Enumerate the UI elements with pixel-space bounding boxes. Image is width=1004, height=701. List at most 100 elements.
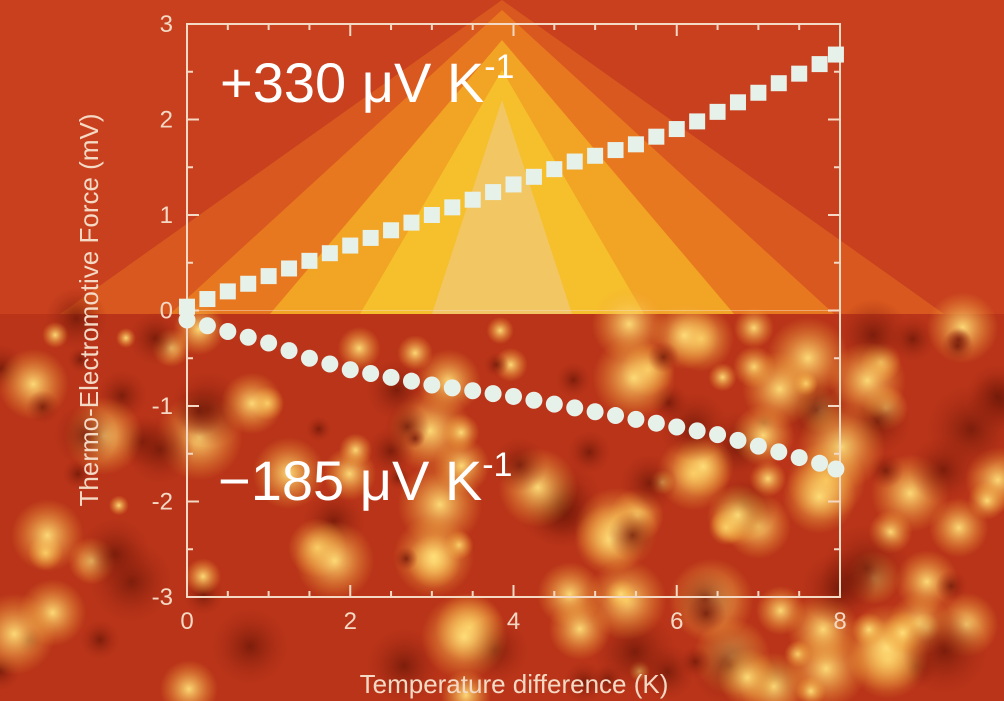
data-point-square [668,121,685,138]
texture-blob [901,608,988,694]
data-point-circle [239,328,257,346]
x-tick-label: 8 [833,608,846,635]
data-point-square [525,168,542,185]
data-point-circle [827,460,845,478]
texture-blob [338,433,373,467]
data-point-square [260,268,277,285]
texture-blob [605,578,637,610]
texture-blob [42,321,69,349]
data-point-circle [362,365,380,383]
data-point-square [648,128,665,145]
y-tick-label: 3 [160,11,173,38]
data-point-circle [505,387,522,405]
annotation-upper-sup: -1 [484,48,514,86]
x-tick-label: 4 [507,608,520,635]
data-point-circle [647,414,665,432]
data-point-circle [749,437,767,455]
x-tick-label: 0 [180,608,193,635]
series-lower-circles [178,311,845,478]
texture-blob [0,593,56,675]
x-tick-labels: 0 2 4 6 8 [180,608,846,635]
data-point-square [750,84,767,101]
data-point-circle [607,407,625,425]
y-tick-label: -3 [152,584,173,611]
texture-blob [927,385,1004,474]
texture-blob [733,307,775,349]
data-point-square [383,222,400,239]
data-point-square [301,252,318,269]
series-upper-squares [179,46,844,315]
texture-blob [935,570,968,602]
texture-blob [108,495,129,516]
data-point-square [546,161,563,178]
data-point-square [729,94,746,111]
data-point-square [423,207,440,223]
data-point-square [362,229,379,246]
data-point-square [342,237,359,254]
y-tick-label: 2 [160,107,173,134]
data-point-square [240,275,257,292]
texture-blob [184,558,222,595]
texture-blob [126,416,194,484]
y-axis-label: Thermo-Electromotive Force (mV) [74,114,104,507]
texture-blob [159,659,219,701]
data-point-circle [280,342,298,360]
data-point-circle [219,323,237,341]
data-point-square [281,260,298,277]
data-point-circle [443,379,461,397]
texture-blob [484,352,509,377]
data-point-circle [423,376,441,394]
data-point-square [199,291,216,308]
data-point-circle [586,403,604,421]
data-point-square [627,136,644,153]
data-point-circle [178,311,196,329]
data-point-square [485,184,502,201]
data-point-circle [566,399,584,417]
data-point-circle [341,361,359,379]
texture-blob [80,620,120,660]
texture-blob [440,670,492,701]
data-point-square [607,142,624,159]
x-tick-label: 6 [670,608,683,635]
data-point-circle [382,368,400,386]
texture-blob [337,326,381,370]
y-tick-labels: 3 2 1 0 -1 -2 -3 [152,11,173,611]
texture-blob [393,516,475,598]
texture-blob [828,341,907,420]
data-point-square [709,103,726,120]
texture-blob [492,438,547,492]
texture-blob [26,390,60,424]
texture-blob [647,341,680,373]
data-point-circle [198,317,216,335]
annotation-upper-main: +330 μV K [220,51,484,114]
bottom-texture [0,286,1004,701]
texture-blob [556,362,591,397]
texture-blob [563,661,605,701]
texture-blob [708,362,737,392]
texture-blob [433,437,490,495]
texture-blob [394,546,418,571]
texture-blob [717,647,777,701]
data-point-square [179,298,195,315]
data-point-circle [790,449,808,467]
data-point-circle [770,443,788,461]
data-point-square [770,75,787,92]
data-point-square [827,46,844,63]
annotation-lower: −185 μV K-1 [218,446,512,512]
texture-blob [941,329,974,362]
annotation-lower-sup: -1 [482,446,512,484]
data-point-circle [709,426,727,444]
data-point-circle [668,418,686,436]
texture-blob [607,510,658,561]
annotation-lower-main: −185 μV K [218,449,482,512]
texture-blob [54,404,117,467]
texture-blob [686,593,727,634]
texture-blob [706,484,769,547]
texture-blob [10,498,85,572]
data-point-square [791,65,808,82]
texture-blob [220,372,284,435]
texture-blob [420,593,508,681]
y-tick-label: -2 [152,489,173,516]
